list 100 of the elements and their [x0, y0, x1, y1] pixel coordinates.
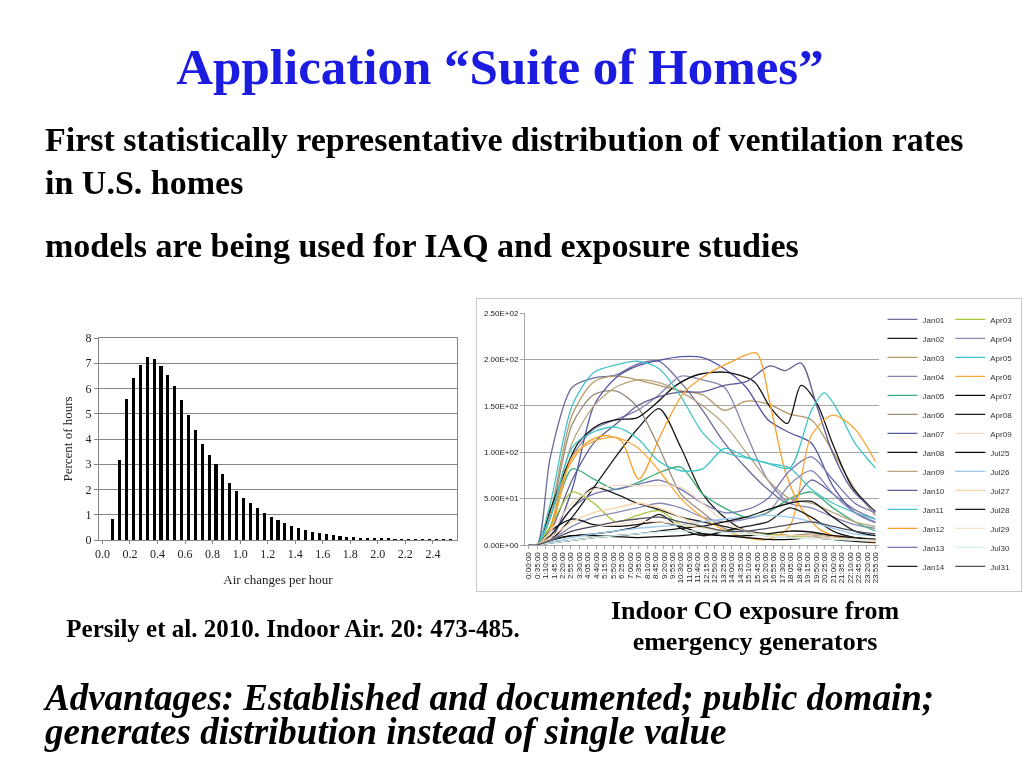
x-tick-label: 2.2	[397, 547, 413, 562]
y-tick-label: 1	[85, 507, 92, 522]
x-tick-label: 21:35:00	[837, 551, 847, 584]
legend-label: Apr07	[990, 391, 1013, 401]
x-tick-label: 2.0	[370, 547, 386, 562]
x-tick-label: 17:30:00	[777, 551, 787, 584]
x-tick-label: 2:55:00	[566, 551, 576, 579]
legend-label: Apr03	[990, 315, 1013, 325]
legend-label: Apr09	[990, 429, 1013, 439]
y-tick-label: 5.00E+01	[483, 494, 519, 504]
x-tick-label: 15:45:00	[752, 551, 762, 584]
legend-label: Jan01	[922, 315, 945, 325]
x-tick-label: 19:50:00	[811, 551, 821, 584]
x-tick-label: 15:10:00	[744, 551, 754, 584]
x-tick-label: 10:30:00	[676, 551, 686, 584]
legend-label: Jan06	[922, 410, 945, 420]
legend-label: Jan13	[922, 543, 945, 553]
chart-subtitle: First statistically representative distribution of ventilation rates in U.S. homes	[45, 120, 965, 203]
x-tick-label: 0.6	[177, 547, 193, 562]
x-tick-label: 18:05:00	[786, 551, 796, 584]
y-tick-label: 8	[85, 331, 92, 346]
y-tick-label: 5	[85, 406, 92, 421]
x-tick-label: 0.4	[150, 547, 166, 562]
y-tick-label: 0	[85, 533, 92, 548]
legend-label: Jan11	[922, 505, 945, 515]
x-tick-label: 1:45:00	[549, 551, 559, 579]
legend-label: Jan09	[922, 467, 945, 477]
x-tick-label: 8:10:00	[642, 551, 652, 579]
x-tick-label: 0.0	[94, 547, 110, 562]
x-tick-label: 5:50:00	[608, 551, 618, 579]
x-tick-label: 11:05:00	[684, 551, 694, 583]
x-tick-label: 11:40:00	[693, 551, 703, 583]
text: Persily et al. 2010. Indoor Air. 20: 473-485.	[65, 614, 521, 644]
x-tick-label: 1.8	[342, 547, 358, 562]
y-tick-label: 4	[85, 432, 92, 447]
y-tick-label: 1.00E+02	[483, 448, 519, 457]
x-tick-label: 16:20:00	[761, 551, 771, 584]
x-tick-label: 9:20:00	[659, 551, 669, 579]
x-tick-label: 19:15:00	[803, 551, 813, 584]
legend-label: Jan05	[922, 391, 945, 401]
x-tick-label: 18:40:00	[794, 551, 804, 584]
x-tick-label: 16:55:00	[769, 551, 779, 584]
y-tick-label: 2	[85, 482, 92, 497]
legend-label: Apr06	[990, 372, 1013, 382]
x-tick-label: 1.0	[232, 547, 248, 562]
legend-label: Jul27	[990, 486, 1010, 496]
x-tick-label: 9:55:00	[668, 551, 677, 579]
legend-label: Jul29	[990, 524, 1010, 534]
y-tick-label: 3	[85, 457, 92, 472]
legend-label: Jan12	[922, 524, 945, 534]
legend-label: Jan08	[922, 448, 945, 458]
y-tick-label: 0.00E+00	[483, 540, 519, 550]
x-tick-label: 13:25:00	[718, 551, 728, 584]
legend-label: Jul25	[990, 448, 1010, 458]
legend-label: Jul31	[990, 562, 1010, 572]
legend-label: Apr04	[990, 334, 1013, 344]
x-tick-label: 1.2	[260, 547, 276, 562]
text: Indoor CO exposure from emergency generators	[609, 595, 901, 657]
legend-label: Jul26	[990, 467, 1010, 477]
x-tick-label: 2:20:00	[558, 551, 568, 579]
x-tick-label: 23:55:00	[870, 551, 880, 584]
x-tick-label: 22:10:00	[845, 551, 855, 584]
legend-label: Jul30	[990, 543, 1010, 553]
x-tick-label: 6:25:00	[617, 551, 627, 579]
legend-label: Jan07	[922, 429, 945, 439]
x-tick-label: 1.6	[315, 547, 331, 562]
x-tick-label: 4:05:00	[583, 551, 593, 579]
y-tick-label: 7	[85, 356, 92, 371]
text: models are being used for IAQ and exposure studies	[45, 226, 800, 266]
x-tick-label: 3:30:00	[574, 551, 584, 579]
y-tick-label: 6	[85, 381, 92, 396]
x-tick-label: 0.8	[205, 547, 221, 562]
legend-label: Jan10	[922, 486, 945, 496]
x-tick-label: 0.2	[122, 547, 138, 562]
x-tick-label: 20:25:00	[820, 551, 830, 584]
y-tick-label: 1.50E+02	[483, 401, 519, 411]
legend-label: Apr05	[990, 353, 1013, 363]
x-tick-label: 0:35:00	[532, 551, 542, 579]
legend-label: Jan03	[922, 353, 945, 363]
x-tick-label: 5:15:00	[600, 551, 610, 579]
x-tick-label: 14:00:00	[727, 551, 737, 584]
x-axis-title: Air changes per hour	[223, 572, 334, 587]
x-tick-label: 7:00:00	[625, 551, 635, 579]
x-tick-label: 1.4	[287, 547, 303, 562]
x-tick-label: 12:15:00	[701, 551, 711, 584]
y-axis-title: Percent of hours	[59, 396, 75, 482]
y-tick-label: 2.00E+02	[483, 355, 519, 365]
x-tick-label: 22:45:00	[854, 551, 864, 584]
x-tick-label: 14:35:00	[735, 551, 745, 584]
y-tick-label: 2.50E+02	[483, 308, 519, 318]
x-tick-label: 21:00:00	[828, 551, 838, 584]
x-tick-label: 1:10:00	[541, 551, 551, 579]
x-tick-label: 8:45:00	[651, 551, 661, 579]
x-tick-label: 0:00:00	[524, 551, 534, 579]
legend-label: Jul28	[990, 505, 1010, 515]
legend-label: Apr08	[990, 410, 1013, 420]
legend-label: Jan14	[922, 562, 945, 572]
legend-label: Jan02	[922, 334, 945, 344]
x-tick-label: 12:50:00	[710, 551, 720, 584]
x-tick-label: 4:40:00	[591, 551, 601, 579]
